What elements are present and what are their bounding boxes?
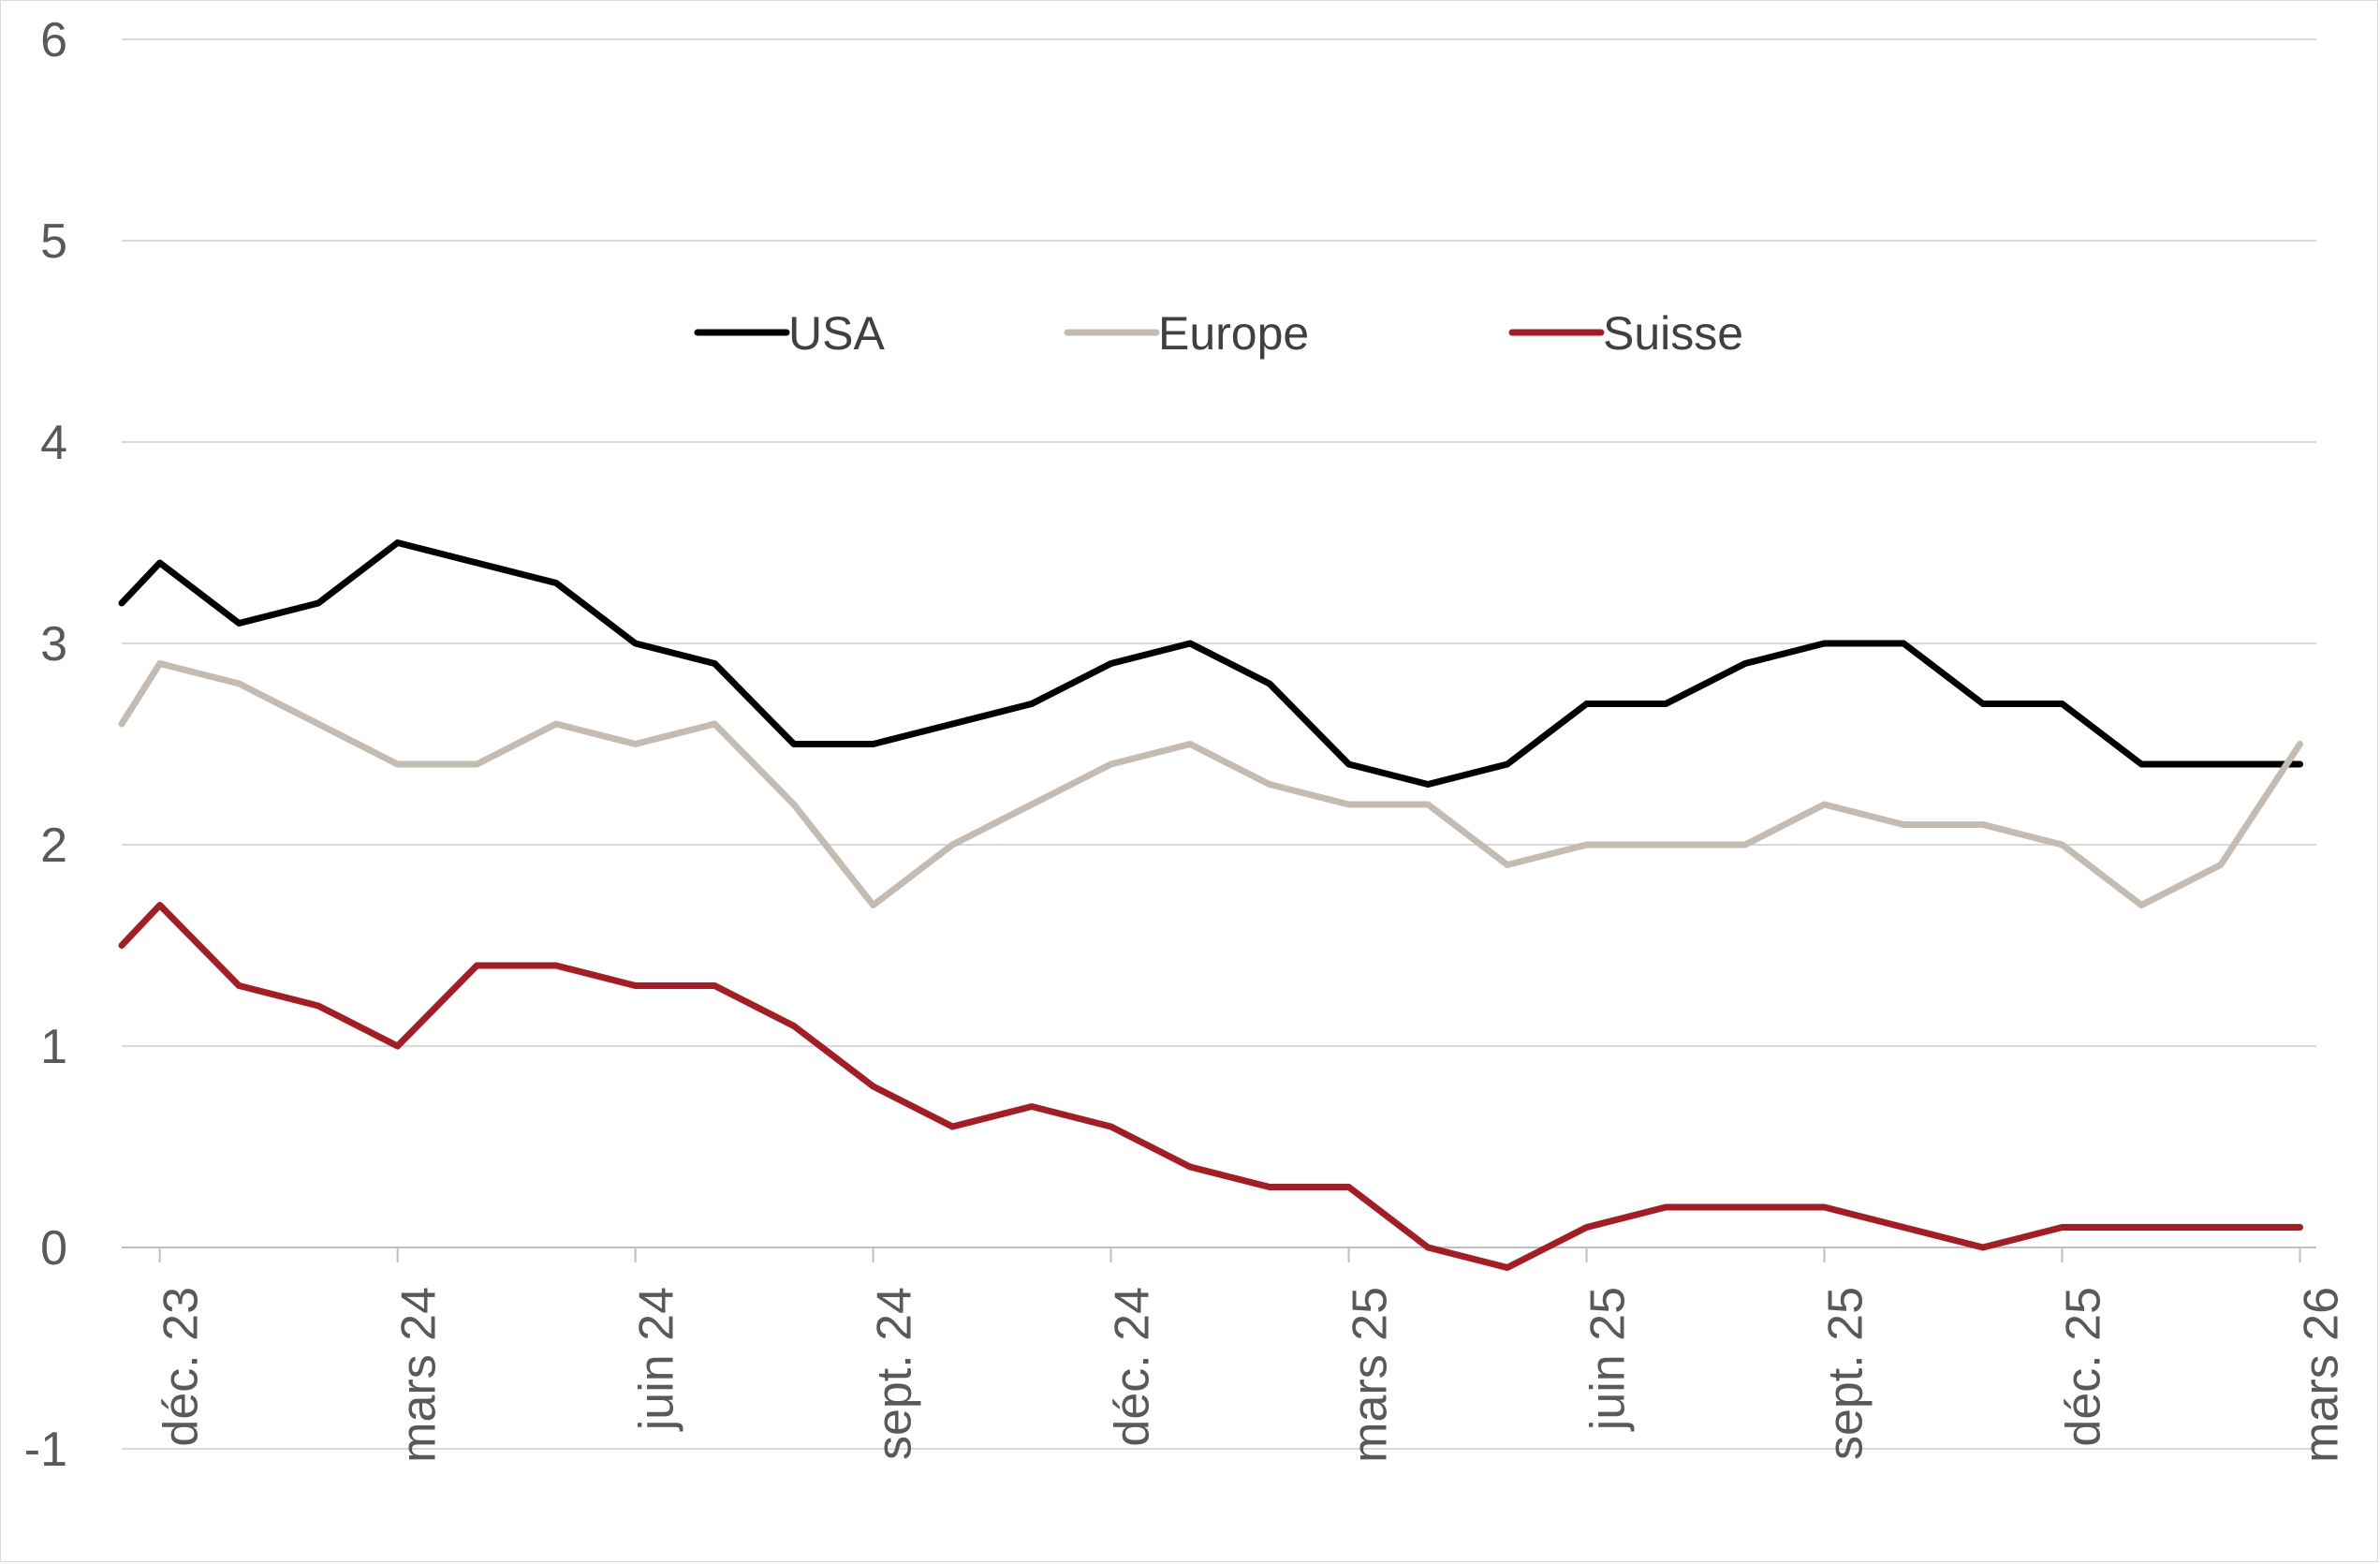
series-line-europe [118,660,2303,908]
y-tick-label: -1 [24,1423,67,1477]
x-axis-tick-labels: déc. 23 mars 24 juin 24 sept. 24 déc. 24 mars… [154,1287,2349,1463]
x-tick-label: mars 26 [2294,1287,2348,1463]
x-axis [158,1247,2301,1262]
x-tick-label: juin 24 [630,1287,684,1432]
legend-label-suisse: Suisse [1603,307,1743,360]
legend: USA Europe Suisse [694,307,1743,360]
y-tick-label: 0 [40,1221,67,1276]
legend-label-europe: Europe [1158,307,1309,360]
y-tick-label: 4 [40,416,67,470]
series-line-suisse [118,902,2303,1271]
series-line-usa [118,539,2303,788]
y-tick-label: 1 [40,1020,67,1074]
x-tick-label: mars 24 [392,1287,447,1463]
y-tick-label: 3 [40,617,67,671]
y-tick-label: 5 [40,214,67,269]
x-tick-label: déc. 23 [154,1287,209,1447]
x-tick-label: sept. 24 [868,1287,922,1460]
series-lines [118,539,2303,1271]
x-tick-label: déc. 24 [1106,1287,1160,1447]
y-axis-tick-labels: -1 0 1 2 3 4 5 6 [24,13,67,1477]
x-tick-label: juin 25 [1581,1287,1636,1432]
y-tick-label: 6 [40,13,67,67]
gridlines [122,38,2316,1450]
x-tick-label: sept. 25 [1819,1287,1873,1460]
x-tick-label: mars 25 [1344,1287,1398,1463]
y-tick-label: 2 [40,819,67,873]
x-tick-label: déc. 25 [2057,1287,2111,1447]
legend-label-usa: USA [788,307,885,360]
